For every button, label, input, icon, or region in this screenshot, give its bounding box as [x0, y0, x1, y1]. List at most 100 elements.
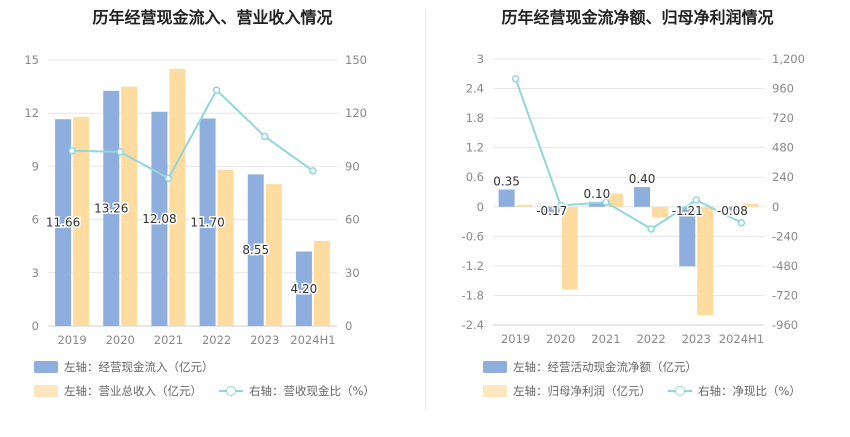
x-axis-tick-label: 2020 — [106, 333, 135, 347]
right-axis-tick-label: 0 — [345, 319, 352, 333]
left-axis-tick-label: -1.8 — [462, 288, 484, 302]
bar-series-2 — [265, 184, 282, 326]
line-series — [72, 88, 314, 180]
right-axis-tick-label: 150 — [345, 53, 367, 67]
left-axis-tick-label: 1.8 — [466, 111, 484, 125]
x-axis-tick-label: 2023 — [250, 333, 279, 347]
legend-item-line[interactable]: 右轴：营收现金比（%） — [219, 383, 375, 399]
x-axis-tick-label: 2021 — [154, 333, 183, 347]
legend-label: 左轴：经营现金流入（亿元） — [64, 360, 214, 374]
line-point — [647, 225, 655, 233]
x-axis-tick-label: 2019 — [57, 333, 86, 347]
chart-title: 历年经营现金流入、营业收入情况 — [92, 8, 333, 27]
legend-item-bar1[interactable]: 左轴：经营现金流入（亿元） — [34, 359, 214, 375]
bar-data-label: -1.21 — [672, 204, 703, 218]
legend-item-line[interactable]: 右轴：净现比（%） — [668, 383, 801, 399]
right-axis-tick-label: 480 — [772, 141, 794, 155]
line-point — [602, 198, 610, 206]
x-axis-tick-label: 2024H1 — [719, 332, 764, 346]
chart-panel-net-cash: 历年经营现金流净额、归母净利润情况 -2.4 -1.8 -1.2 -0.6 0 0.6 1.… — [425, 0, 850, 437]
legend-label: 右轴：净现比（%） — [698, 384, 801, 398]
bar-series-2 — [652, 206, 669, 218]
left-axis-tick-label: 0 — [477, 200, 484, 214]
bar-series-2 — [169, 68, 186, 326]
bar-data-label: 11.70 — [190, 215, 224, 229]
right-axis-tick-label: 240 — [772, 170, 794, 184]
line-point — [511, 74, 520, 83]
right-axis-tick-label: 120 — [345, 106, 367, 120]
legend-item-bar2[interactable]: 左轴：归母净利润（亿元） — [483, 383, 651, 399]
legend-swatch-orange — [34, 385, 58, 397]
right-axis-tick-label: 960 — [772, 82, 794, 96]
line-point — [309, 167, 317, 175]
line-point — [212, 86, 221, 94]
bar-series-1 — [498, 189, 515, 207]
right-axis-tick-label: -480 — [772, 259, 798, 273]
bar-series-1 — [724, 206, 741, 211]
legend-label: 左轴：营业总收入（亿元） — [64, 384, 202, 398]
left-axis-tick-label: 15 — [24, 53, 39, 67]
right-axis-tick-label: 90 — [345, 159, 360, 173]
legend-item-bar2[interactable]: 左轴：营业总收入（亿元） — [34, 383, 202, 399]
legend-swatch-blue — [483, 361, 507, 373]
left-axis-tick-label: 9 — [32, 159, 39, 173]
chart-title: 历年经营现金流净额、归母净利润情况 — [501, 8, 774, 27]
line-point — [692, 196, 700, 204]
left-axis-tick-label: 0.6 — [466, 170, 484, 184]
left-axis-tick-label: 1.2 — [466, 141, 484, 155]
bar-data-label: 0.35 — [493, 175, 520, 189]
left-axis-tick-label: 6 — [32, 213, 39, 227]
bar-series-1 — [543, 206, 560, 216]
bar-series-2 — [217, 169, 234, 326]
bar-data-label: 4.20 — [291, 282, 318, 296]
x-axis-tick-label: 2024H1 — [290, 333, 335, 347]
bar-series-2 — [697, 206, 714, 316]
legend-item-bar1[interactable]: 左轴：经营活动现金流净额（亿元） — [483, 359, 697, 375]
bar-series-2 — [561, 206, 578, 290]
bar-series-2 — [313, 240, 330, 326]
bar-series-1 — [679, 206, 696, 267]
bar-data-label: 13.26 — [94, 201, 128, 215]
left-axis-tick-label: -1.2 — [462, 259, 484, 273]
bar-data-label: -0.08 — [717, 204, 748, 218]
bar-series-2 — [73, 116, 90, 326]
legend-swatch-line — [219, 385, 243, 397]
bar-data-label: 0.40 — [629, 172, 656, 186]
bar-data-label: -0.17 — [536, 204, 567, 218]
bar-series-1 — [588, 201, 605, 207]
chart-panel-cash-inflow: 历年经营现金流入、营业收入情况 0 3 6 9 12 15 0 30 60 90 120 150 201… — [24, 8, 375, 399]
left-axis-tick-label: 0 — [32, 319, 39, 333]
x-axis-tick-label: 2022 — [636, 332, 665, 346]
left-axis-tick-label: -0.6 — [462, 229, 484, 243]
right-axis-tick-label: 30 — [345, 266, 360, 280]
bar-series-1 — [634, 187, 651, 207]
legend-swatch-blue — [34, 361, 58, 373]
bar-series-1 — [103, 90, 120, 326]
x-axis-tick-label: 2023 — [682, 332, 711, 346]
bar-series-2 — [742, 203, 759, 207]
right-axis-tick-label: 720 — [772, 111, 794, 125]
right-axis-tick-label: -960 — [772, 318, 798, 332]
bar-series-1 — [55, 119, 72, 326]
panel-divider — [425, 10, 426, 410]
line-point — [164, 174, 173, 183]
bar-data-label: 12.08 — [142, 212, 176, 226]
legend-label: 左轴：经营活动现金流净额（亿元） — [513, 360, 697, 374]
x-axis-tick-label: 2022 — [202, 333, 231, 347]
line-point — [737, 219, 746, 227]
x-axis-tick-label: 2021 — [591, 332, 620, 346]
bar-data-label: 8.55 — [242, 243, 269, 257]
legend-label: 左轴：归母净利润（亿元） — [513, 384, 651, 398]
chart-svg-net-cash: -2.4 -1.8 -1.2 -0.6 0 0.6 1.2 1.8 2.4 3 -960 -720 -4… — [462, 52, 805, 346]
legend-label: 右轴：营收现金比（%） — [249, 384, 375, 398]
legend-swatch-orange — [483, 385, 507, 397]
x-axis-tick-label: 2020 — [546, 332, 575, 346]
bar-data-label: 0.10 — [584, 187, 611, 201]
x-axis-tick-label: 2019 — [501, 332, 530, 346]
line-point — [116, 148, 124, 156]
right-axis-tick-label: 0 — [772, 200, 779, 214]
bar-series-2 — [516, 204, 533, 207]
line-series — [514, 78, 742, 231]
line-point — [261, 132, 269, 141]
